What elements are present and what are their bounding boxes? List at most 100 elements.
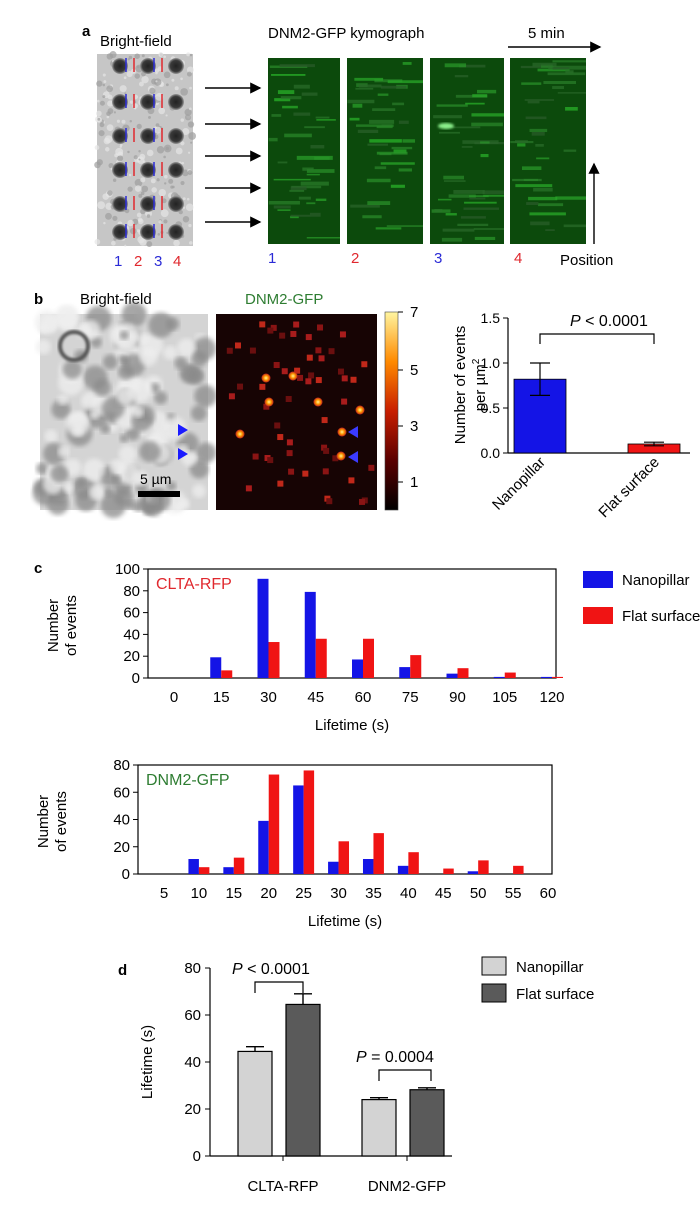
bar (409, 1089, 445, 1157)
bar-nanopillar (541, 676, 552, 678)
brightfield-image-b: 5 µm (32, 301, 217, 519)
heatmap-pixel (322, 468, 329, 475)
y-tick-label: 0 (122, 866, 130, 883)
bar-nanopillar (493, 676, 505, 678)
heatmap-pixel (323, 447, 330, 454)
bar-nanopillar (257, 578, 269, 678)
texture-speck (148, 115, 151, 119)
panel-letter-b: b (34, 291, 43, 308)
texture-blob (144, 499, 162, 517)
texture-speck (185, 203, 194, 212)
texture-blob (44, 429, 58, 443)
colorbar-tick-label: 1 (410, 474, 418, 491)
heatmap-pixel (270, 324, 277, 331)
texture-blob (121, 301, 147, 327)
texture-speck (140, 191, 145, 196)
heatmap-pixel (318, 355, 325, 362)
x-axis-label: Lifetime (s) (315, 717, 389, 734)
kymograph-strips (268, 58, 586, 244)
texture-blob (137, 332, 149, 345)
heatmap-hot-spot (313, 397, 323, 407)
texture-speck (112, 215, 118, 221)
heatmap-pixel (306, 354, 313, 361)
texture-speck (146, 241, 153, 247)
texture-speck (154, 126, 162, 134)
y-tick-label: 80 (113, 757, 130, 774)
texture-speck (99, 122, 105, 128)
texture-speck (187, 121, 195, 128)
heatmap-pixel (308, 372, 315, 379)
bar-flat (233, 857, 245, 874)
arrowhead-marker (178, 448, 188, 460)
bar-nanopillar (258, 820, 269, 874)
texture-speck (160, 209, 169, 218)
texture-speck (97, 201, 106, 210)
inset-label: DNM2-GFP (146, 772, 230, 789)
p-value: < 0.0001 (243, 961, 310, 978)
texture-speck (138, 193, 143, 198)
y-tick-label: 60 (113, 784, 130, 801)
texture-speck (141, 185, 149, 193)
panel-letter-c: c (34, 560, 42, 577)
texture-speck (163, 55, 167, 59)
arrowhead-marker (348, 451, 358, 463)
legend-swatch (583, 571, 613, 588)
y-axis-label-line2: of events (63, 595, 80, 656)
texture-speck (163, 144, 172, 153)
chart-c-clta: 0 20 40 60 80 100 0 15 30 45 60 75 90 105 120 Lifetime … (45, 561, 565, 734)
texture-blob (55, 304, 79, 328)
texture-blob (51, 399, 71, 420)
bar (237, 1050, 273, 1157)
colorbar-ticks: 7 5 3 1 (398, 304, 418, 491)
texture-blob (194, 384, 217, 408)
dnm2-heatmap-image (216, 314, 377, 510)
heatmap-hot-spot (337, 427, 347, 437)
x-tick-label: 30 (330, 885, 347, 902)
heatmap-pixel (350, 376, 357, 383)
significance-bracket (378, 1069, 432, 1081)
bar (361, 1098, 397, 1157)
texture-speck (128, 173, 132, 177)
bar-nanopillar (362, 859, 374, 874)
panel-a-brightfield-label: Bright-field (100, 33, 172, 50)
texture-speck (134, 53, 140, 59)
heatmap-pixel (326, 498, 333, 505)
nanopillar-dot (168, 94, 184, 110)
texture-speck (172, 185, 175, 189)
bar-flat (443, 868, 454, 874)
x-tick-label: 90 (449, 689, 466, 706)
texture-blob (50, 464, 69, 483)
texture-blob (191, 351, 208, 367)
heatmap-pixel (234, 342, 241, 349)
nanopillar-dot (168, 58, 184, 74)
texture-blob (119, 330, 129, 340)
texture-blob (174, 356, 188, 370)
chart-c-dnm2: 0 20 40 60 80 5 10 15 20 25 30 35 40 45 50 55 60 Lifetime… (35, 757, 556, 930)
x-tick-label: 30 (260, 689, 277, 706)
bar-nanopillar (210, 657, 222, 678)
y-tick-label: 0.5 (481, 400, 501, 416)
texture-speck (136, 212, 142, 218)
texture-blob (179, 498, 190, 510)
bar-nanopillar (397, 865, 409, 874)
nanopillar-dot (168, 128, 184, 144)
nanopillar-dot (112, 94, 128, 110)
bar-nanopillar (352, 659, 363, 678)
texture-speck (155, 80, 158, 83)
chart-b: 0.0 0.5 1.0 1.5 Number of events per µm2 Nanop… (452, 310, 690, 521)
texture-speck (180, 141, 185, 146)
x-tick-label: 60 (540, 885, 557, 902)
bar-flat (268, 774, 280, 874)
texture-speck (133, 94, 139, 100)
x-axis-label: Lifetime (s) (308, 913, 382, 930)
texture-speck (106, 53, 114, 60)
heatmap-pixel (274, 422, 281, 429)
legend-label: Nanopillar (516, 959, 584, 976)
x-tick-label: 105 (492, 689, 517, 706)
texture-speck (94, 161, 101, 169)
texture-speck (180, 88, 188, 96)
nanopillar-dot (140, 196, 156, 212)
x-tick-label: DNM2-GFP (368, 1178, 446, 1195)
texture-speck (158, 220, 162, 224)
